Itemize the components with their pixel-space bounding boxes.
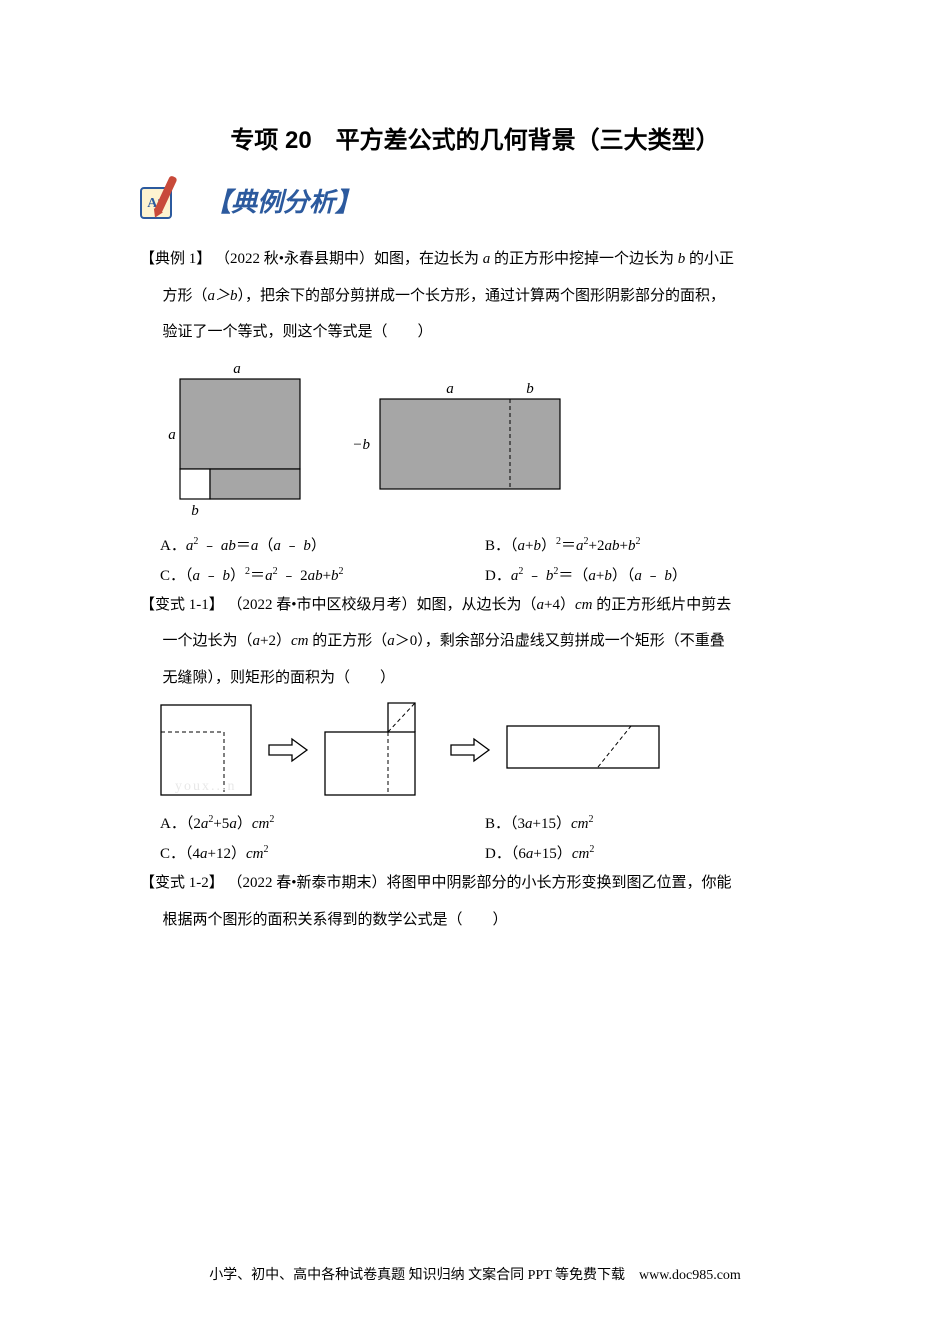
diagram-2	[160, 702, 810, 797]
p2-option-A: A．（2a2+5a）cm2	[160, 809, 485, 839]
problem-1-line3: 验证了一个等式，则这个等式是（ ）	[140, 318, 810, 347]
p1-text4: 的小正	[689, 251, 734, 267]
arrow-2-icon	[449, 735, 491, 765]
section-label: 【典例分析】	[205, 182, 361, 219]
p1-meta: （2022 秋•永春县期中）如图，在边长为	[215, 251, 483, 267]
p1-var-a: a	[483, 251, 491, 267]
p2-t2: +4）	[544, 597, 575, 613]
p2-l2d: cm	[291, 633, 309, 649]
p1-option-C: C．（a ﹣ b）2＝a2 ﹣ 2ab+b2	[160, 561, 485, 591]
p1-option-D: D．a2 ﹣ b2＝（a+b）（a ﹣ b）	[485, 561, 810, 591]
p2-l2f: a	[387, 633, 395, 649]
d2-rect3	[506, 725, 661, 775]
label-a-left: a	[168, 427, 176, 443]
problem-2: 【变式 1-1】 （2022 春•市中区校级月考）如图，从边长为（a+4）cm …	[140, 591, 810, 620]
problem-1: 【典例 1】 （2022 秋•永春县期中）如图，在边长为 a 的正方形中挖掉一个…	[140, 245, 810, 274]
p2-cm1: cm	[575, 597, 593, 613]
problem-1-line2: 方形（a＞b），把余下的部分剪拼成一个长方形，通过计算两个图形阴影部分的面积，	[140, 282, 810, 311]
p2-l2c: +2）	[260, 633, 291, 649]
d2-shape2	[324, 702, 434, 797]
p3-label: 【变式 1-2】	[140, 875, 224, 891]
section-icon: A⁺	[140, 175, 195, 225]
label-a-top2: a	[446, 381, 454, 397]
problem-1-options: A．a2 ﹣ ab＝a（a ﹣ b） B．（a+b）2＝a2+2ab+b2 C．…	[160, 531, 810, 591]
page: youx...n 专项 20 平方差公式的几何背景（三大类型） A⁺ 【典例分析…	[0, 0, 950, 1344]
p1-option-A: A．a2 ﹣ ab＝a（a ﹣ b）	[160, 531, 485, 561]
p1-l2b: a＞b	[208, 288, 238, 304]
problem-3: 【变式 1-2】 （2022 春•新泰市期末）将图甲中阴影部分的小长方形变换到图…	[140, 869, 810, 898]
p2-l2g: ＞0），剩余部分沿虚线又剪拼成一个矩形（不重叠	[395, 633, 725, 649]
label-b-bottom: b	[191, 503, 199, 519]
p2-l2e: 的正方形（	[308, 633, 387, 649]
problem-3-line2: 根据两个图形的面积关系得到的数学公式是（ ）	[140, 906, 810, 935]
p3-meta: （2022 春•新泰市期末）将图甲中阴影部分的小长方形变换到图乙位置，你能	[228, 875, 732, 891]
page-title: 专项 20 平方差公式的几何背景（三大类型）	[140, 120, 810, 155]
p1-text2: 的正方形中挖掉一个边长为	[494, 251, 678, 267]
p1-l2c: ），把余下的部分剪拼成一个长方形，通过计算两个图形阴影部分的面积，	[238, 288, 726, 304]
p2-label: 【变式 1-1】	[140, 597, 224, 613]
footer: 小学、初中、高中各种试卷真题 知识归纳 文案合同 PPT 等免费下载 www.d…	[0, 1264, 950, 1284]
p1-label: 【典例 1】	[140, 251, 211, 267]
p2-t4: 的正方形纸片中剪去	[592, 597, 731, 613]
problem-2-line2: 一个边长为（a+2）cm 的正方形（a＞0），剩余部分沿虚线又剪拼成一个矩形（不…	[140, 627, 810, 656]
arrow-1-icon	[267, 735, 309, 765]
p2-meta: （2022 春•市中区校级月考）如图，从边长为（	[228, 597, 537, 613]
diagram-1-right: a b a −b	[350, 379, 570, 499]
p2-option-D: D．（6a+15）cm2	[485, 839, 810, 869]
p2-option-C: C．（4a+12）cm2	[160, 839, 485, 869]
label-amb: a −b	[350, 437, 370, 453]
p2-l2b: a	[253, 633, 261, 649]
label-a-top: a	[233, 361, 241, 377]
diagram-1-left: a a b	[160, 359, 310, 519]
diagram-1: a a b a b a −b	[160, 359, 810, 519]
p1-option-B: B．（a+b）2＝a2+2ab+b2	[485, 531, 810, 561]
label-b-top2: b	[526, 381, 534, 397]
problem-2-line3: 无缝隙），则矩形的面积为（ ）	[140, 664, 810, 693]
section-header: A⁺ 【典例分析】	[140, 175, 810, 225]
p2-option-B: B．（3a+15）cm2	[485, 809, 810, 839]
p1-var-b: b	[678, 251, 686, 267]
d2-square1	[160, 704, 252, 796]
p2-a1: a	[537, 597, 545, 613]
problem-2-options: A．（2a2+5a）cm2 B．（3a+15）cm2 C．（4a+12）cm2 …	[160, 809, 810, 869]
p1-l2a: 方形（	[163, 288, 208, 304]
p2-l2a: 一个边长为（	[163, 633, 253, 649]
